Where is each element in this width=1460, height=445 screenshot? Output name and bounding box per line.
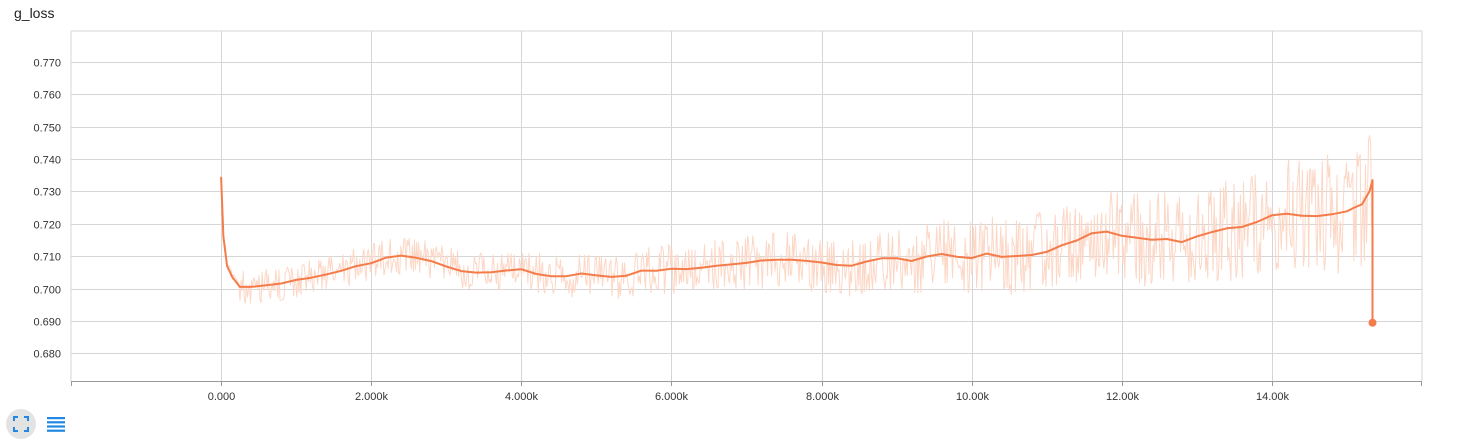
x-tick-label: 14.00k [1256,391,1290,403]
x-tick-label: 4.000k [505,391,539,403]
y-tick-label: 0.720 [33,220,61,232]
fullscreen-icon [13,416,29,432]
last-value-point [1368,318,1377,327]
chart-title: g_loss [14,5,55,21]
y-tick-label: 0.680 [33,349,61,361]
raw-series [220,134,1373,304]
chart-toolbar [6,408,71,440]
raw-series-line [220,134,1373,304]
line-chart: 0.680 0.690 0.700 0.710 0.720 0.730 0.740 0.750… [33,30,1423,404]
y-tick-label: 0.750 [33,123,61,135]
y-tick-label: 0.700 [33,285,61,297]
x-tick-label: 12.00k [1106,391,1140,403]
data-table-button[interactable] [41,409,71,439]
smoothed-series [220,176,1377,327]
y-tick-label: 0.730 [33,187,61,199]
x-tick-label: 6.000k [655,391,689,403]
y-tick-label: 0.770 [33,58,61,70]
expand-button[interactable] [6,409,36,439]
list-icon [47,417,65,432]
axes [71,381,1422,386]
x-tick-label: 2.000k [355,391,389,403]
y-tick-label: 0.710 [33,252,61,264]
smoothed-series-line [220,176,1374,323]
y-tick-label: 0.690 [33,317,61,329]
tick-labels: 0.680 0.690 0.700 0.710 0.720 0.730 0.740 0.750… [33,58,1289,404]
grid-lines [70,30,1423,381]
x-tick-label: 10.00k [956,391,990,403]
y-tick-label: 0.760 [33,90,61,102]
x-tick-label: 0.000 [208,391,236,403]
y-tick-label: 0.740 [33,155,61,167]
x-tick-label: 8.000k [806,391,840,403]
